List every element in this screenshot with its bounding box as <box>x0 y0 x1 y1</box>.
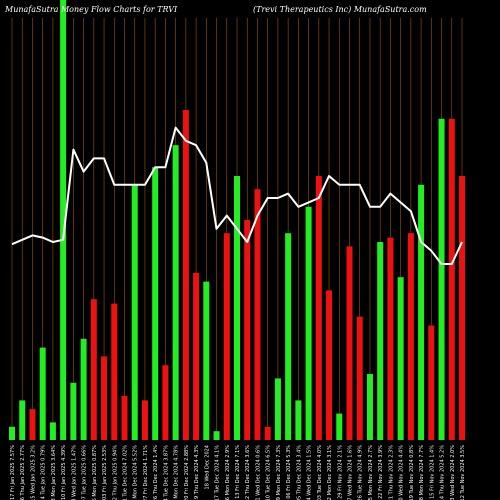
bar-37 <box>387 237 394 440</box>
bar-1 <box>19 400 26 440</box>
bar-39 <box>407 233 414 440</box>
bar-14 <box>152 167 159 440</box>
x-tick-label-29: 04 Wed Dec 2024 1.5% <box>307 445 313 500</box>
x-tick-label-10: 02 Thu Jan 2025 0.94% <box>112 445 118 500</box>
x-tick-label-34: 26 Tue Nov 2024 4.9% <box>358 445 364 500</box>
x-tick-label-14: 26 Thu Dec 2024 1.4% <box>153 445 159 500</box>
bar-42 <box>438 118 445 441</box>
company-title: (Trevi Therapeutics Inc) MunafaSutra.com <box>253 5 427 14</box>
x-tick-label-42: 14 Thu Nov 2024 5.2% <box>440 445 446 500</box>
x-tick-label-4: 13 Mon Jan 2025 3.64% <box>51 445 57 500</box>
bar-36 <box>377 242 384 440</box>
x-tick-label-12: 30 Mon Dec 2024 5.52% <box>133 445 139 500</box>
bar-16 <box>172 145 179 440</box>
x-tick-label-27: 06 Fri Dec 2024 5.3% <box>286 445 292 499</box>
bar-6 <box>70 382 77 440</box>
bar-8 <box>90 299 97 440</box>
bar-43 <box>448 118 455 441</box>
bar-22 <box>234 176 240 440</box>
bar-20 <box>213 431 220 440</box>
bar-30 <box>315 176 322 440</box>
bar-12 <box>131 184 138 440</box>
bar-0 <box>9 426 15 440</box>
x-tick-label-6: 08 Wed Jan 2025 1.47% <box>71 445 77 500</box>
bar-5 <box>60 0 67 440</box>
x-tick-label-9: 03 Fri Jan 2025 2.53% <box>102 445 108 500</box>
x-tick-label-13: 27 Fri Dec 2024 1.71% <box>143 445 149 500</box>
bar-18 <box>193 272 200 440</box>
x-tick-label-18: 19 Thu Dec 2024 4.3% <box>194 445 200 500</box>
bar-15 <box>162 365 169 440</box>
x-tick-label-7: 07 Tue Jan 2025 0.66% <box>82 445 88 500</box>
bar-29 <box>305 206 312 440</box>
bar-41 <box>428 325 435 440</box>
x-tick-label-3: 14 Tue Jan 2025 0.79% <box>41 445 47 500</box>
x-tick-label-20: 17 Tue Dec 2024 4.1% <box>215 445 221 500</box>
bar-34 <box>356 316 363 440</box>
bar-19 <box>203 281 210 440</box>
x-tick-label-21: 16 Mon Dec 2024 2.9% <box>225 445 231 500</box>
bar-11 <box>121 396 128 440</box>
bar-33 <box>346 246 353 440</box>
x-tick-label-0: 17 Fri Jan 2025 7.57% <box>10 445 16 500</box>
bar-26 <box>274 378 281 440</box>
x-tick-label-1: 16 Thu Jan 2025 2.77% <box>20 445 26 500</box>
x-tick-label-5: 10 Fri Jan 2025 4.39% <box>61 445 67 500</box>
x-tick-label-19: 18 Wed Dec 2024 <box>204 445 210 489</box>
bar-7 <box>80 338 87 440</box>
x-tick-label-22: 13 Fri Dec 2024 7.1% <box>235 445 241 499</box>
x-tick-label-43: 13 Wed Nov 2024 2.0% <box>450 445 456 500</box>
bar-2 <box>29 409 36 440</box>
x-tick-label-11: 31 Tue Dec 2024 7.02% <box>123 445 129 500</box>
bar-44 <box>459 176 465 440</box>
x-tick-label-26: 09 Mon Dec 2024 7.3% <box>276 445 282 500</box>
x-tick-label-28: 05 Thu Dec 2024 3.4% <box>296 445 302 500</box>
x-tick-label-16: 23 Mon Dec 2024 4.78% <box>174 445 180 500</box>
bar-3 <box>39 347 46 440</box>
x-tick-label-37: 21 Thu Nov 2024 2.3% <box>388 445 394 500</box>
x-tick-label-23: 12 Thu Dec 2024 3.6% <box>245 445 251 500</box>
bar-40 <box>418 184 425 440</box>
x-tick-label-31: 02 Mon Dec 2024 3.1% <box>327 445 333 500</box>
x-tick-label-38: 20 Wed Nov 2024 4.4% <box>399 445 405 500</box>
bar-28 <box>295 400 302 440</box>
bar-10 <box>111 303 118 440</box>
x-tick-label-33: 27 Wed Nov 2024 1.6% <box>348 445 354 500</box>
x-tick-label-25: 10 Tue Dec 2024 6.5% <box>266 445 272 500</box>
x-tick-label-8: 06 Mon Jan 2025 0.87% <box>92 445 98 500</box>
bar-38 <box>397 277 404 440</box>
x-tick-label-32: 29 Fri Nov 2024 2.1% <box>337 445 343 499</box>
money-flow-bars <box>9 0 465 441</box>
price-line-path <box>11 126 463 265</box>
x-tick-labels: 17 Fri Jan 2025 7.57% 16 Thu Jan 2025 2.7… <box>10 445 466 500</box>
x-tick-label-41: 15 Fri Nov 2024 1.4% <box>429 445 435 499</box>
x-tick-label-30: 03 Tue Dec 2024 4.0% <box>317 445 323 500</box>
bar-35 <box>366 374 373 440</box>
x-tick-label-15: 24 Tue Dec 2024 3.87% <box>163 445 169 500</box>
bar-23 <box>244 220 251 440</box>
bar-24 <box>254 189 261 440</box>
x-tick-label-39: 19 Tue Nov 2024 0.8% <box>409 445 415 500</box>
bar-17 <box>182 110 189 440</box>
bar-9 <box>101 356 108 440</box>
bar-13 <box>141 400 148 440</box>
x-tick-label-44: 12 Tue Nov 2024 3.5% <box>460 445 466 500</box>
x-tick-label-36: 22 Fri Nov 2024 3.9% <box>378 445 384 499</box>
price-line <box>11 126 463 265</box>
x-tick-label-35: 25 Mon Nov 2024 2.7% <box>368 445 374 500</box>
bar-21 <box>223 233 230 440</box>
bar-25 <box>264 426 271 440</box>
bar-31 <box>326 290 333 440</box>
x-tick-label-17: 20 Fri Dec 2024 2.88% <box>184 445 190 500</box>
bar-4 <box>49 422 56 440</box>
chart-title: MunafaSutra Money Flow Charts for TRVI <box>5 5 178 14</box>
x-tick-label-40: 18 Mon Nov 2024 7.7% <box>419 445 425 500</box>
x-tick-label-24: 11 Wed Dec 2024 0.6% <box>255 445 261 500</box>
bar-27 <box>285 233 292 440</box>
bar-32 <box>336 413 343 440</box>
x-tick-label-2: 15 Wed Jan 2025 3.2% <box>30 445 36 500</box>
